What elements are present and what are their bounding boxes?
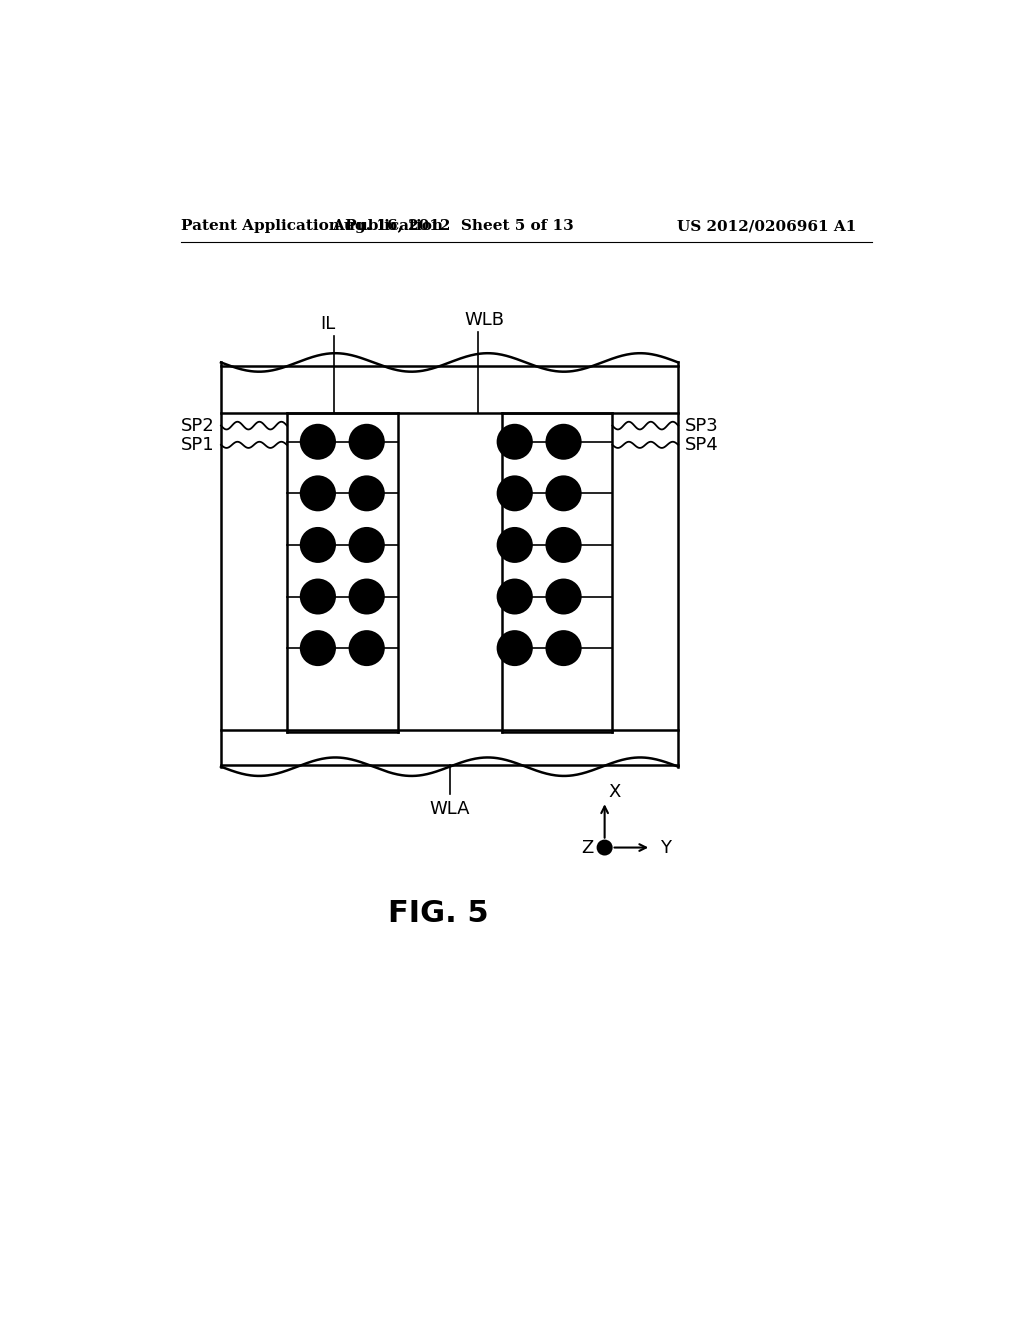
Text: WLB: WLB — [465, 312, 505, 329]
Circle shape — [602, 845, 607, 850]
Circle shape — [349, 528, 384, 562]
Text: Patent Application Publication: Patent Application Publication — [180, 219, 442, 234]
Circle shape — [498, 528, 531, 562]
Text: Z: Z — [582, 838, 594, 857]
Circle shape — [498, 579, 531, 614]
Circle shape — [547, 528, 581, 562]
Circle shape — [598, 841, 611, 854]
Text: IL: IL — [321, 315, 336, 333]
Circle shape — [301, 425, 335, 459]
Text: WLA: WLA — [429, 800, 470, 818]
Circle shape — [301, 579, 335, 614]
Circle shape — [301, 477, 335, 511]
Circle shape — [498, 631, 531, 665]
Circle shape — [301, 631, 335, 665]
Circle shape — [498, 425, 531, 459]
Text: SP1: SP1 — [181, 436, 215, 454]
Circle shape — [349, 477, 384, 511]
Circle shape — [301, 528, 335, 562]
Text: SP4: SP4 — [684, 436, 718, 454]
Circle shape — [547, 425, 581, 459]
Circle shape — [349, 425, 384, 459]
Text: Aug. 16, 2012  Sheet 5 of 13: Aug. 16, 2012 Sheet 5 of 13 — [333, 219, 574, 234]
Text: Y: Y — [660, 838, 672, 857]
Circle shape — [349, 579, 384, 614]
Text: SP3: SP3 — [684, 417, 718, 434]
Circle shape — [547, 477, 581, 511]
Circle shape — [498, 477, 531, 511]
Text: US 2012/0206961 A1: US 2012/0206961 A1 — [677, 219, 856, 234]
Circle shape — [547, 631, 581, 665]
Circle shape — [547, 579, 581, 614]
Text: SP2: SP2 — [181, 417, 215, 434]
Text: X: X — [608, 783, 621, 801]
Text: FIG. 5: FIG. 5 — [388, 899, 488, 928]
Circle shape — [349, 631, 384, 665]
